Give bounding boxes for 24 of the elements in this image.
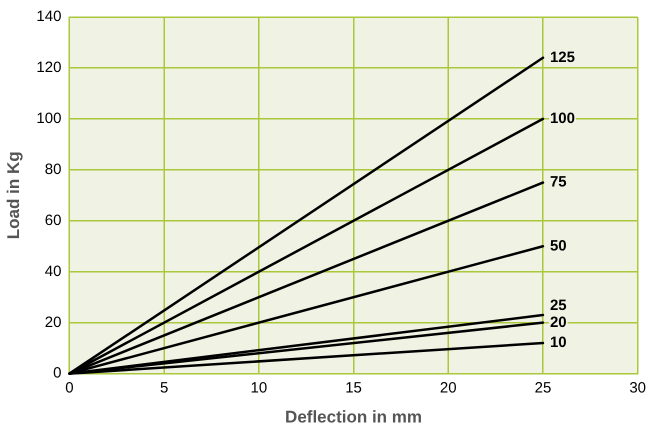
y-tick-label: 40 — [44, 262, 62, 280]
x-tick-label: 5 — [160, 380, 168, 397]
x-tick-label: 25 — [534, 380, 552, 397]
x-tick-label: 0 — [65, 380, 74, 397]
y-tick-label: 0 — [53, 364, 62, 382]
y-tick-label: 140 — [36, 8, 62, 26]
x-axis-title: Deflection in mm — [285, 407, 422, 426]
x-tick-label: 20 — [440, 380, 457, 397]
y-tick-label: 60 — [44, 212, 62, 229]
x-tick-label: 10 — [250, 380, 268, 397]
y-tick-label: 20 — [44, 314, 62, 331]
x-tick-label: 15 — [345, 380, 362, 397]
series-label: 20 — [550, 314, 567, 331]
series-label: 10 — [550, 334, 567, 352]
x-tick-label: 30 — [629, 380, 646, 397]
series-label: 75 — [550, 174, 567, 191]
y-axis-title: Load in Kg — [4, 151, 23, 240]
series-label: 100 — [550, 110, 575, 128]
y-tick-label: 80 — [44, 160, 62, 178]
y-tick-label: 100 — [36, 110, 62, 128]
series-label: 125 — [550, 48, 575, 66]
series-label: 50 — [550, 237, 567, 254]
y-tick-label: 120 — [36, 59, 62, 76]
series-label: 25 — [550, 296, 567, 314]
